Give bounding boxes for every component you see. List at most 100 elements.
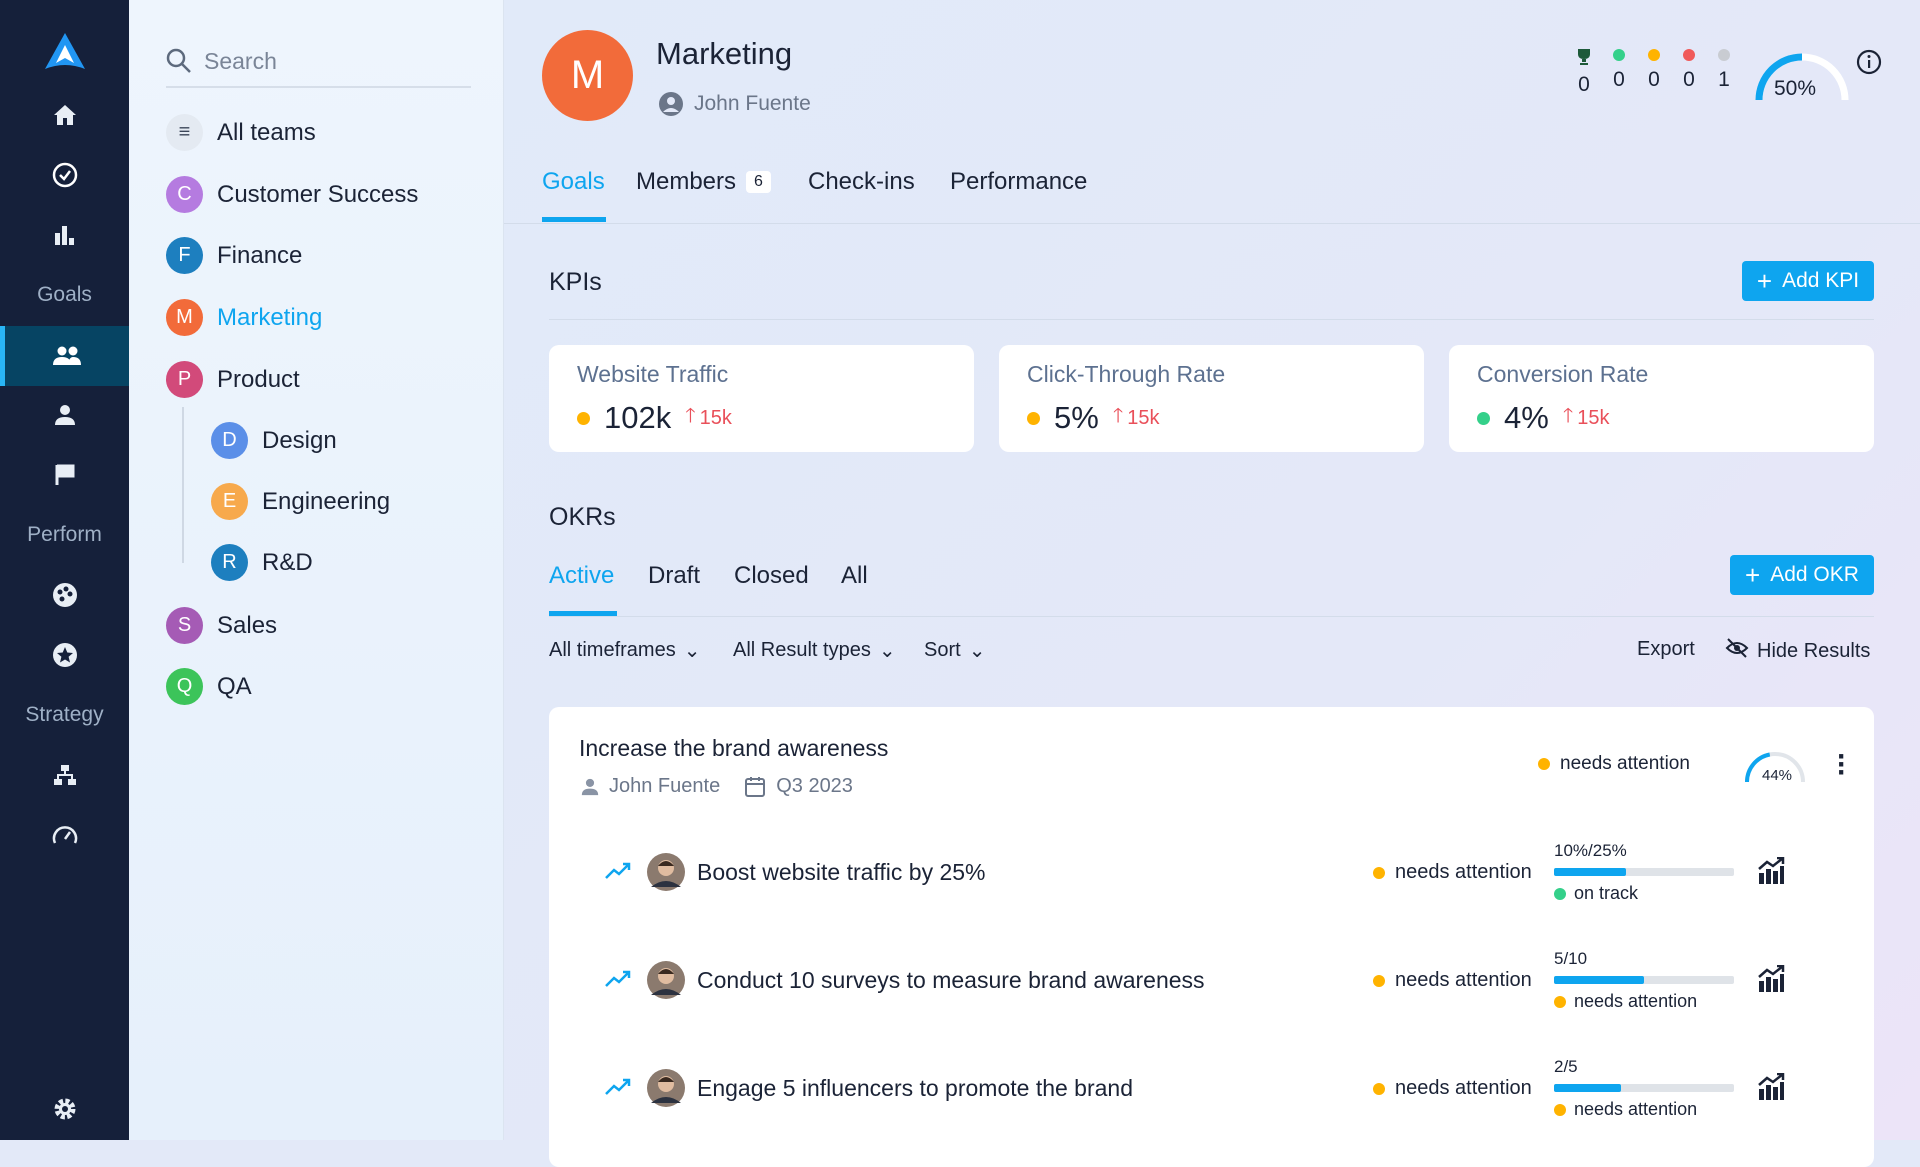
add-kpi-button[interactable]: + Add KPI xyxy=(1742,261,1874,301)
chevron-down-icon: ⌄ xyxy=(968,640,986,662)
tabs-divider xyxy=(504,223,1920,224)
team-owner[interactable]: John Fuente xyxy=(658,91,811,117)
check-in-chart-icon[interactable] xyxy=(1757,1073,1785,1101)
okr-tab[interactable]: All xyxy=(841,562,868,589)
team-avatar: C xyxy=(166,176,203,213)
search-placeholder: Search xyxy=(204,47,277,74)
calendar-icon xyxy=(745,776,766,797)
sidebar-item-team[interactable]: C Customer Success xyxy=(166,176,418,213)
search-input[interactable]: Search xyxy=(166,36,471,88)
tab-checkins[interactable]: Check-ins xyxy=(808,168,915,195)
star-icon[interactable] xyxy=(0,635,129,675)
team-avatar: P xyxy=(166,361,203,398)
timeframe-filter[interactable]: All timeframes ⌄ xyxy=(549,638,700,663)
hide-results-button[interactable]: Hide Results xyxy=(1725,638,1870,664)
kpi-value: 102k xyxy=(604,400,672,435)
nav-section-goals: Goals xyxy=(37,283,92,306)
bar-chart-icon[interactable] xyxy=(0,215,129,255)
team-progress-gauge xyxy=(1755,53,1849,101)
hierarchy-icon[interactable] xyxy=(0,755,129,795)
sidebar-item-all-teams[interactable]: ≡ All teams xyxy=(166,114,316,151)
objective-progress-gauge xyxy=(1745,752,1805,783)
search-icon xyxy=(166,48,191,73)
speedometer-icon[interactable] xyxy=(0,815,129,855)
sidebar-item-team[interactable]: P Product xyxy=(166,361,300,398)
tab-goals[interactable]: Goals xyxy=(542,168,605,195)
tab-members-label: Members xyxy=(636,168,737,195)
sidebar-item-label: All teams xyxy=(217,118,316,146)
status-count: 0 xyxy=(1677,48,1701,92)
tab-performance[interactable]: Performance xyxy=(950,168,1088,195)
flag-icon[interactable] xyxy=(0,455,129,495)
okr-tab[interactable]: Active xyxy=(549,562,615,589)
members-count-badge: 6 xyxy=(746,171,771,193)
chevron-down-icon: ⌄ xyxy=(683,640,701,662)
sidebar-item-label: R&D xyxy=(262,548,313,576)
team-avatar: E xyxy=(211,483,248,520)
kpi-card[interactable]: Click-Through Rate 5% 🡑 15k xyxy=(999,345,1424,452)
objective-card: Increase the brand awareness John Fuente… xyxy=(549,707,1874,1167)
team-avatar: D xyxy=(211,422,248,459)
export-button[interactable]: Export xyxy=(1637,638,1695,661)
sidebar-item-team[interactable]: F Finance xyxy=(166,237,302,274)
key-result-status: needs attention xyxy=(1395,861,1532,883)
key-result-progress-label: 2/5 xyxy=(1554,1057,1578,1076)
palette-icon[interactable] xyxy=(0,575,129,615)
active-tab-indicator xyxy=(542,217,606,222)
sidebar-item-label: Customer Success xyxy=(217,180,419,208)
check-in-chart-icon[interactable] xyxy=(1757,965,1785,993)
app-logo[interactable] xyxy=(0,30,129,74)
info-icon[interactable] xyxy=(1856,49,1882,75)
person-icon[interactable] xyxy=(0,395,129,435)
sidebar-item-team[interactable]: D Design xyxy=(211,422,337,459)
list-icon: ≡ xyxy=(166,114,203,151)
status-dot xyxy=(1648,49,1660,61)
okr-tab[interactable]: Closed xyxy=(734,562,809,589)
sidebar-item-team[interactable]: Q QA xyxy=(166,668,252,705)
check-circle-icon[interactable] xyxy=(0,155,129,195)
nav-item-teams[interactable] xyxy=(0,326,129,386)
sidebar-item-label: Finance xyxy=(217,241,303,269)
team-avatar: M xyxy=(166,299,203,336)
trophy-icon xyxy=(1578,49,1590,65)
plus-icon: + xyxy=(1745,559,1761,590)
kpi-card[interactable]: Conversion Rate 4% 🡑 15k xyxy=(1449,345,1874,452)
key-result-row[interactable]: Engage 5 influencers to promote the bran… xyxy=(549,1049,1874,1129)
objective-title[interactable]: Increase the brand awareness xyxy=(579,735,889,761)
key-result-progress-bar xyxy=(1554,1084,1734,1092)
tab-members[interactable]: Members 6 xyxy=(636,168,771,196)
home-icon[interactable] xyxy=(0,95,129,135)
kpi-value: 4% xyxy=(1504,400,1549,435)
kpi-card[interactable]: Website Traffic 102k 🡑 15k xyxy=(549,345,974,452)
sidebar-item-label: Engineering xyxy=(262,487,391,515)
key-result-sub-status: needs attention xyxy=(1574,1099,1698,1119)
sidebar-item-team[interactable]: M Marketing xyxy=(166,299,322,336)
main-nav: Goals Perform Strategy xyxy=(0,0,129,1140)
kpi-delta: 15k xyxy=(1577,406,1610,429)
sidebar-item-team[interactable]: S Sales xyxy=(166,607,277,644)
sort-dropdown[interactable]: Sort ⌄ xyxy=(924,638,985,663)
status-count: 0 xyxy=(1607,48,1631,92)
more-options-icon[interactable]: · · · xyxy=(1837,740,1847,789)
result-type-filter[interactable]: All Result types ⌄ xyxy=(733,638,896,663)
sidebar-item-team[interactable]: E Engineering xyxy=(211,483,390,520)
arrow-up-icon: 🡑 xyxy=(1112,405,1124,427)
objective-progress-label: 44% xyxy=(1762,767,1793,784)
timeframe-filter-label: All timeframes xyxy=(549,639,676,661)
status-count: 0 xyxy=(1572,48,1596,97)
okr-tab[interactable]: Draft xyxy=(648,562,701,589)
check-in-chart-icon[interactable] xyxy=(1757,857,1785,885)
trend-up-icon xyxy=(605,970,631,987)
status-dot xyxy=(1613,49,1625,61)
key-result-row[interactable]: Boost website traffic by 25% needs atten… xyxy=(549,833,1874,913)
status-dot xyxy=(1554,1103,1566,1116)
team-avatar: S xyxy=(166,607,203,644)
status-dot xyxy=(1373,866,1385,879)
key-result-status: needs attention xyxy=(1395,969,1532,991)
sidebar-item-team[interactable]: R R&D xyxy=(211,544,313,581)
add-okr-button[interactable]: + Add OKR xyxy=(1730,555,1874,595)
settings-gear-icon[interactable] xyxy=(0,1089,129,1129)
key-result-row[interactable]: Conduct 10 surveys to measure brand awar… xyxy=(549,941,1874,1021)
status-dot xyxy=(1554,995,1566,1008)
